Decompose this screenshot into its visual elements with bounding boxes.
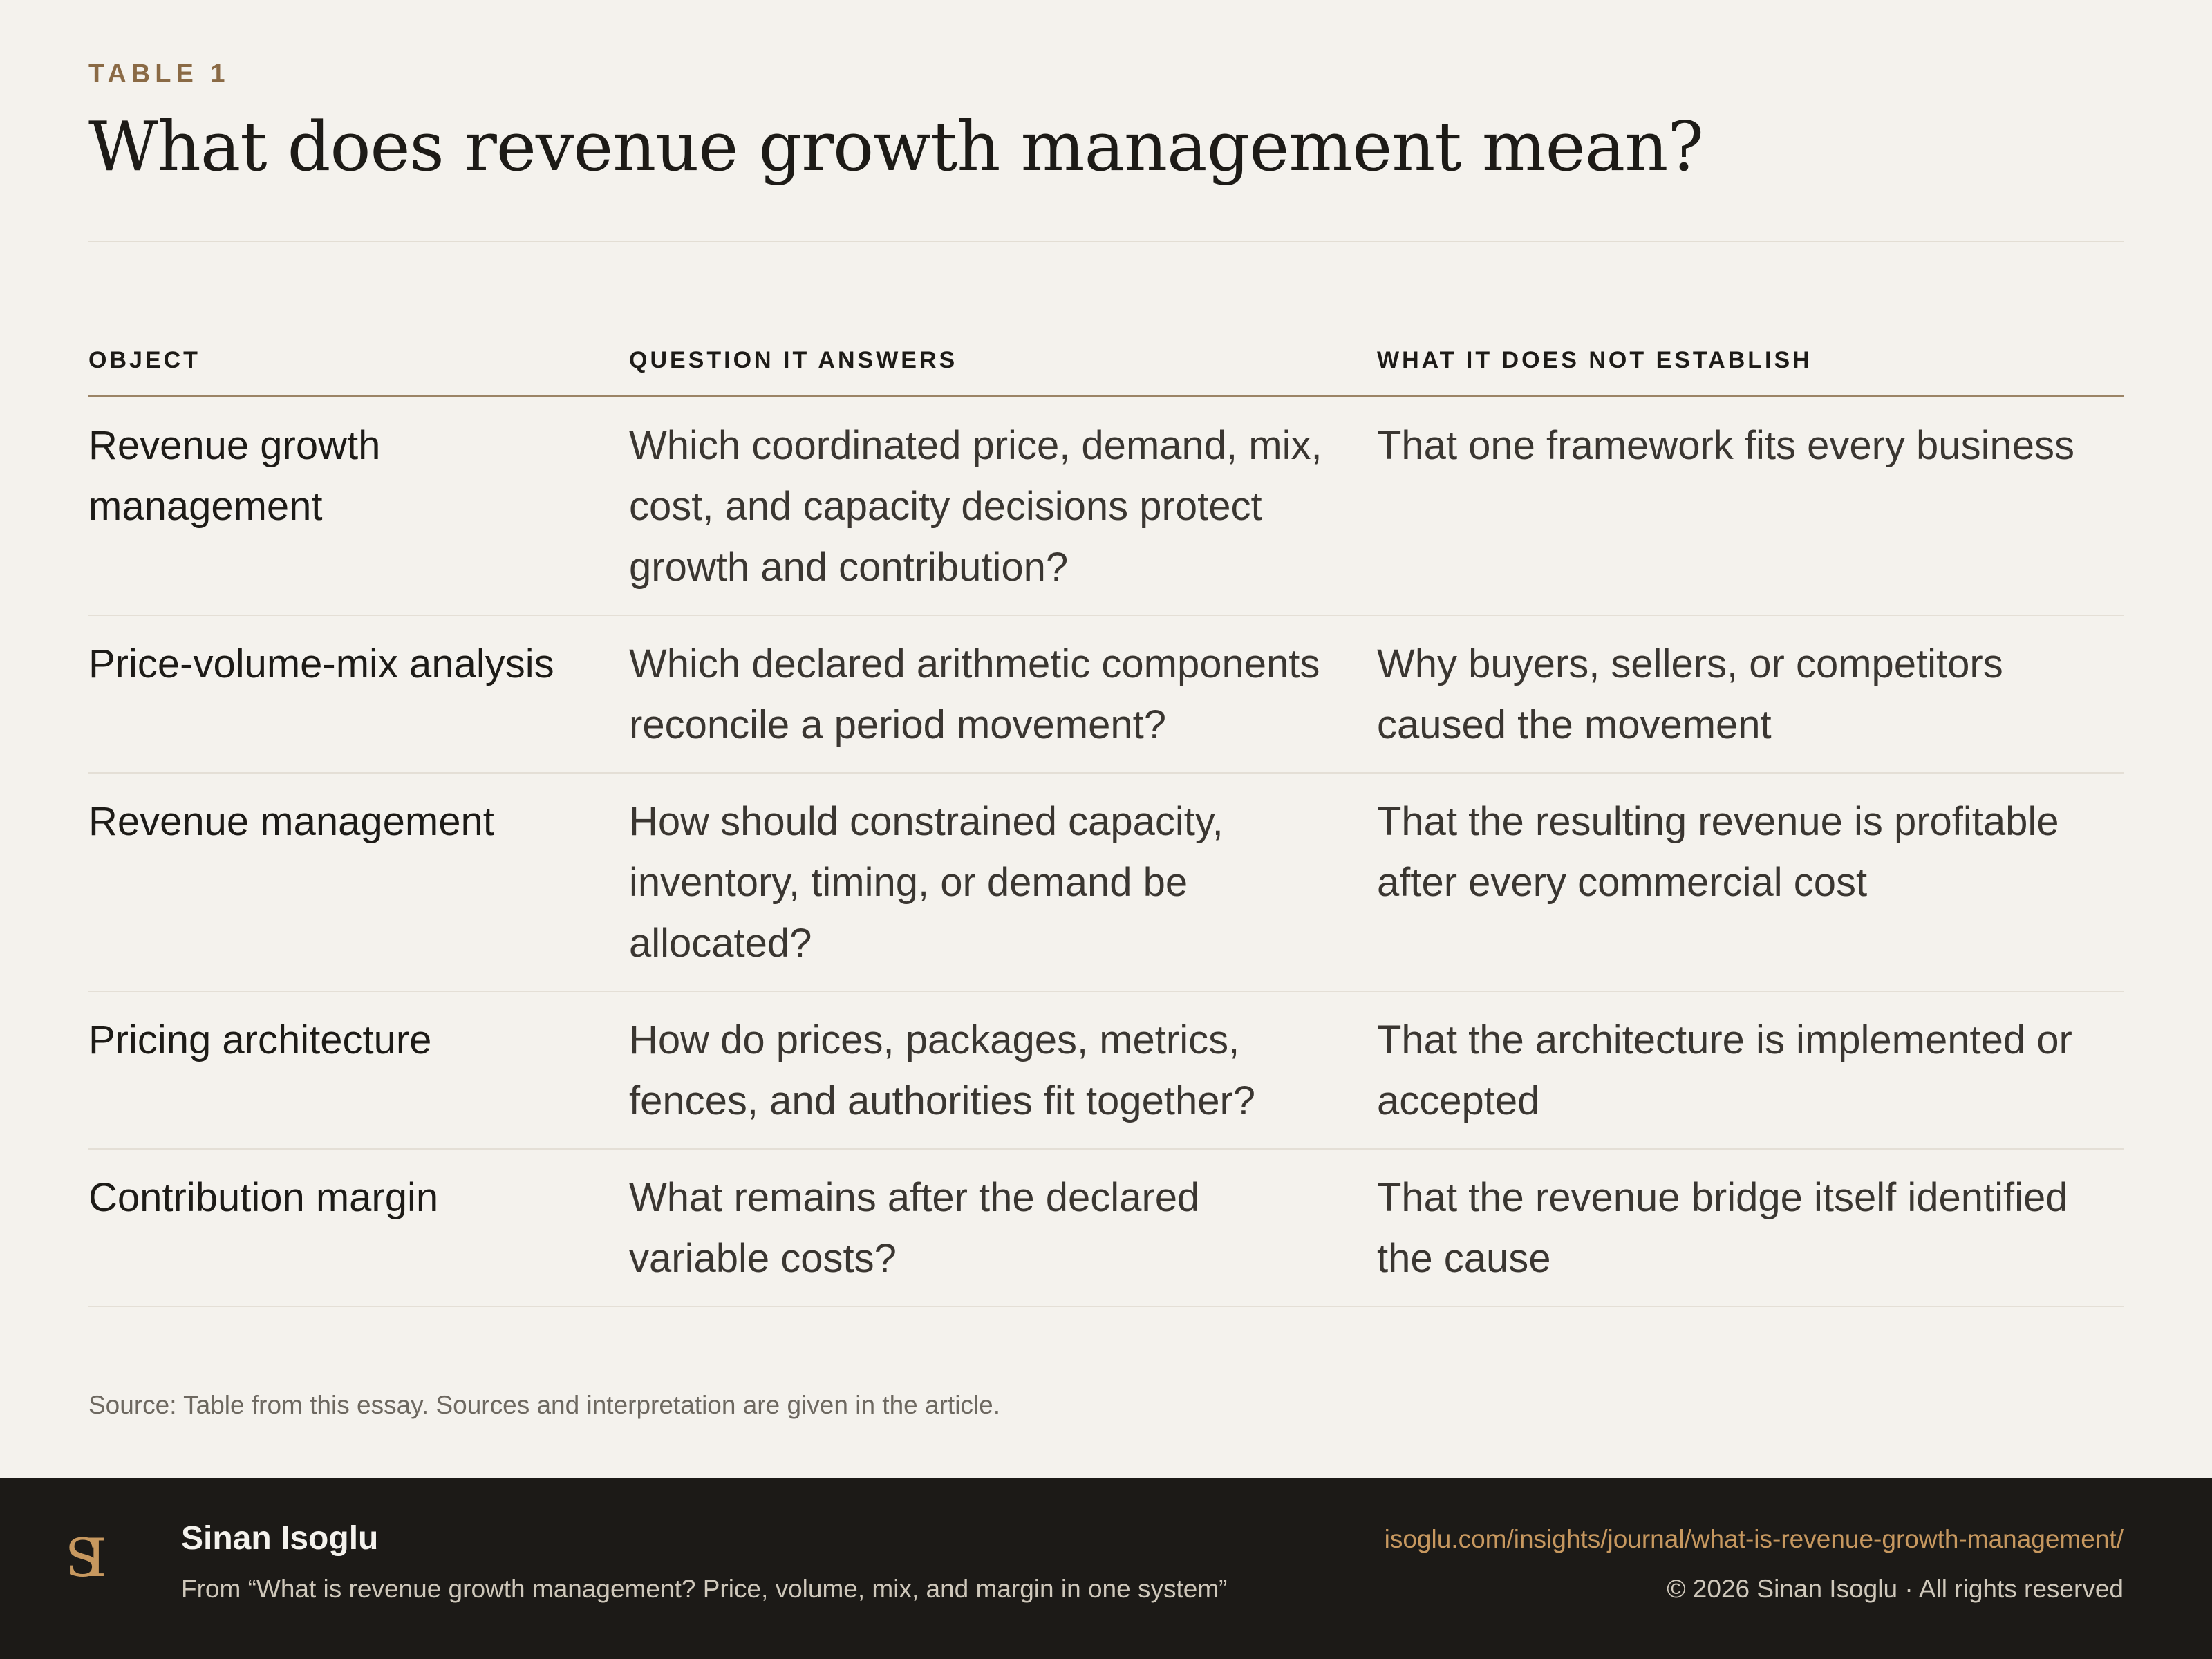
table-label: TABLE 1 xyxy=(88,59,230,88)
si-monogram-icon: SI xyxy=(65,1527,119,1588)
definitions-table: OBJECT QUESTION IT ANSWERS WHAT IT DOES … xyxy=(88,325,2124,1307)
cell-object: Revenue management xyxy=(88,773,629,992)
column-header-not-established: WHAT IT DOES NOT ESTABLISH xyxy=(1377,325,2124,397)
cell-not-established: That the revenue bridge itself identifie… xyxy=(1377,1149,2124,1307)
table-row: Price-volume-mix analysis Which declared… xyxy=(88,615,2124,774)
cell-not-established: That the resulting revenue is profitable… xyxy=(1377,773,2124,992)
table-row: Contribution margin What remains after t… xyxy=(88,1149,2124,1307)
cell-question: What remains after the declared variable… xyxy=(629,1149,1377,1307)
cell-object: Contribution margin xyxy=(88,1149,629,1307)
cell-not-established: Why buyers, sellers, or competitors caus… xyxy=(1377,615,2124,774)
table-row: Revenue management How should constraine… xyxy=(88,773,2124,992)
cell-not-established: That one framework fits every business xyxy=(1377,396,2124,616)
cell-question: Which declared arithmetic components rec… xyxy=(629,615,1377,774)
logo-text: SI xyxy=(65,1527,104,1588)
table-row: Pricing architecture How do prices, pack… xyxy=(88,991,2124,1150)
source-note: Source: Table from this essay. Sources a… xyxy=(88,1391,1000,1419)
cell-object: Revenue growth management xyxy=(88,396,629,616)
page-title: What does revenue growth management mean… xyxy=(88,108,1704,187)
footer-bar: SI Sinan Isoglu From “What is revenue gr… xyxy=(0,1478,2212,1659)
table-row: Revenue growth management Which coordina… xyxy=(88,396,2124,616)
cell-object: Price-volume-mix analysis xyxy=(88,615,629,774)
author-name: Sinan Isoglu xyxy=(181,1520,379,1557)
article-url-link[interactable]: isoglu.com/insights/journal/what-is-reve… xyxy=(1384,1525,2124,1553)
column-header-object: OBJECT xyxy=(88,325,629,397)
article-reference: From “What is revenue growth management?… xyxy=(181,1575,1228,1603)
copyright-notice: © 2026 Sinan Isoglu · All rights reserve… xyxy=(1667,1575,2124,1603)
column-header-question: QUESTION IT ANSWERS xyxy=(629,325,1377,397)
cell-not-established: That the architecture is implemented or … xyxy=(1377,991,2124,1150)
table-header-row: OBJECT QUESTION IT ANSWERS WHAT IT DOES … xyxy=(88,325,2124,397)
figure-card: TABLE 1 What does revenue growth managem… xyxy=(88,59,2124,1419)
cell-question: Which coordinated price, demand, mix, co… xyxy=(629,396,1377,616)
cell-object: Pricing architecture xyxy=(88,991,629,1150)
cell-question: How do prices, packages, metrics, fences… xyxy=(629,991,1377,1150)
cell-question: How should constrained capacity, invento… xyxy=(629,773,1377,992)
title-divider xyxy=(88,241,2124,242)
